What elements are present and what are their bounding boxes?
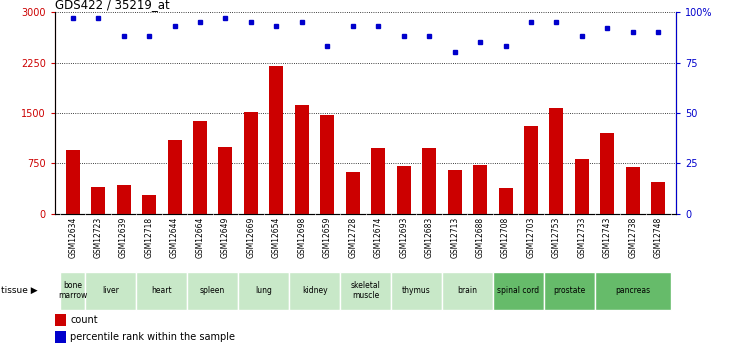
Bar [289, 272, 340, 310]
Text: GSM12664: GSM12664 [195, 217, 205, 258]
Bar [391, 272, 442, 310]
Text: GSM12698: GSM12698 [298, 217, 306, 258]
Bar [651, 182, 665, 214]
Bar [269, 66, 284, 214]
Text: GSM12723: GSM12723 [94, 217, 102, 258]
Bar [626, 167, 640, 214]
Text: GSM12748: GSM12748 [654, 217, 663, 258]
Text: GSM12644: GSM12644 [170, 217, 179, 258]
Text: GSM12659: GSM12659 [323, 217, 332, 258]
Bar [423, 148, 436, 214]
Text: GSM12713: GSM12713 [450, 217, 459, 258]
Text: brain: brain [458, 286, 477, 295]
Bar [55, 314, 66, 326]
Text: GSM12718: GSM12718 [145, 217, 154, 258]
Text: lung: lung [255, 286, 272, 295]
Text: thymus: thymus [402, 286, 431, 295]
Text: count: count [70, 315, 98, 325]
Text: GSM12654: GSM12654 [272, 217, 281, 258]
Bar [442, 272, 493, 310]
Bar [116, 185, 131, 214]
Bar [320, 115, 334, 214]
Text: skeletal
muscle: skeletal muscle [351, 281, 380, 300]
Bar [60, 272, 86, 310]
Text: spleen: spleen [200, 286, 225, 295]
Text: tissue ▶: tissue ▶ [1, 286, 38, 295]
Bar [295, 105, 308, 214]
Bar [66, 150, 80, 214]
Text: GSM12683: GSM12683 [425, 217, 433, 258]
Text: GSM12688: GSM12688 [476, 217, 485, 258]
Bar [55, 331, 66, 343]
Text: GSM12703: GSM12703 [526, 217, 536, 258]
Bar [524, 126, 538, 214]
Bar [493, 272, 544, 310]
Bar [473, 165, 487, 214]
Bar [136, 272, 187, 310]
Bar [550, 108, 564, 214]
Text: GSM12634: GSM12634 [68, 217, 77, 258]
Bar [499, 188, 512, 214]
Bar [447, 170, 462, 214]
Bar [600, 133, 615, 214]
Text: GSM12669: GSM12669 [246, 217, 255, 258]
Text: GSM12649: GSM12649 [221, 217, 230, 258]
Bar [91, 187, 105, 214]
Text: pancreas: pancreas [616, 286, 651, 295]
Text: percentile rank within the sample: percentile rank within the sample [70, 333, 235, 342]
Text: GSM12753: GSM12753 [552, 217, 561, 258]
Bar [346, 172, 360, 214]
Text: GSM12728: GSM12728 [348, 217, 357, 258]
Text: GSM12733: GSM12733 [577, 217, 586, 258]
Text: GDS422 / 35219_at: GDS422 / 35219_at [55, 0, 170, 11]
Text: GSM12639: GSM12639 [119, 217, 128, 258]
Text: prostate: prostate [553, 286, 586, 295]
Bar [544, 272, 595, 310]
Bar [142, 195, 156, 214]
Text: bone
marrow: bone marrow [58, 281, 87, 300]
Text: heart: heart [151, 286, 172, 295]
Text: GSM12674: GSM12674 [374, 217, 383, 258]
Bar [219, 147, 232, 214]
Text: GSM12743: GSM12743 [603, 217, 612, 258]
Bar [86, 272, 136, 310]
Bar [193, 121, 207, 214]
Bar [340, 272, 391, 310]
Bar [238, 272, 289, 310]
Bar [187, 272, 238, 310]
Text: spinal cord: spinal cord [497, 286, 539, 295]
Text: kidney: kidney [302, 286, 327, 295]
Bar [397, 166, 411, 214]
Bar [371, 148, 385, 214]
Bar [244, 112, 258, 214]
Bar [575, 159, 589, 214]
Text: liver: liver [102, 286, 119, 295]
Bar [595, 272, 671, 310]
Text: GSM12708: GSM12708 [501, 217, 510, 258]
Text: GSM12738: GSM12738 [629, 217, 637, 258]
Bar [167, 140, 181, 214]
Text: GSM12693: GSM12693 [399, 217, 408, 258]
